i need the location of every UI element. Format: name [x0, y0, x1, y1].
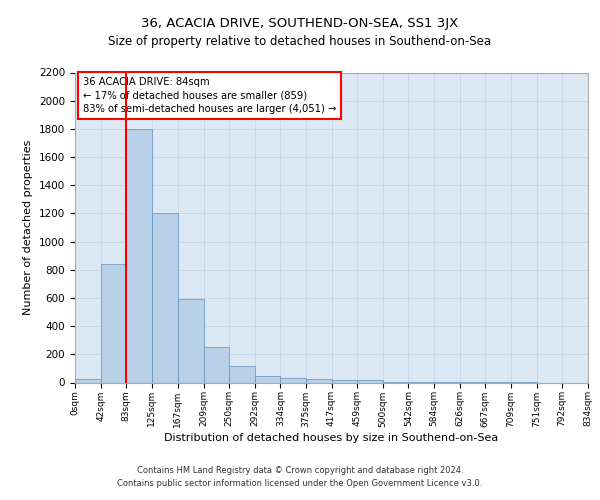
Bar: [203, 346, 229, 382]
Text: Size of property relative to detached houses in Southend-on-Sea: Size of property relative to detached ho…: [109, 35, 491, 48]
Bar: [358, 380, 383, 382]
Bar: [280, 378, 305, 382]
Text: Contains HM Land Registry data © Crown copyright and database right 2024.
Contai: Contains HM Land Registry data © Crown c…: [118, 466, 482, 487]
Bar: [229, 366, 254, 382]
Bar: [178, 300, 203, 382]
Bar: [305, 379, 331, 382]
X-axis label: Distribution of detached houses by size in Southend-on-Sea: Distribution of detached houses by size …: [164, 434, 499, 444]
Text: 36, ACACIA DRIVE, SOUTHEND-ON-SEA, SS1 3JX: 36, ACACIA DRIVE, SOUTHEND-ON-SEA, SS1 3…: [142, 18, 458, 30]
Bar: [101, 264, 126, 382]
Bar: [126, 129, 152, 382]
Bar: [75, 379, 101, 382]
Bar: [254, 376, 280, 382]
Bar: [331, 380, 358, 382]
Bar: [152, 214, 178, 382]
Text: 36 ACACIA DRIVE: 84sqm
← 17% of detached houses are smaller (859)
83% of semi-de: 36 ACACIA DRIVE: 84sqm ← 17% of detached…: [83, 77, 336, 114]
Y-axis label: Number of detached properties: Number of detached properties: [23, 140, 34, 315]
